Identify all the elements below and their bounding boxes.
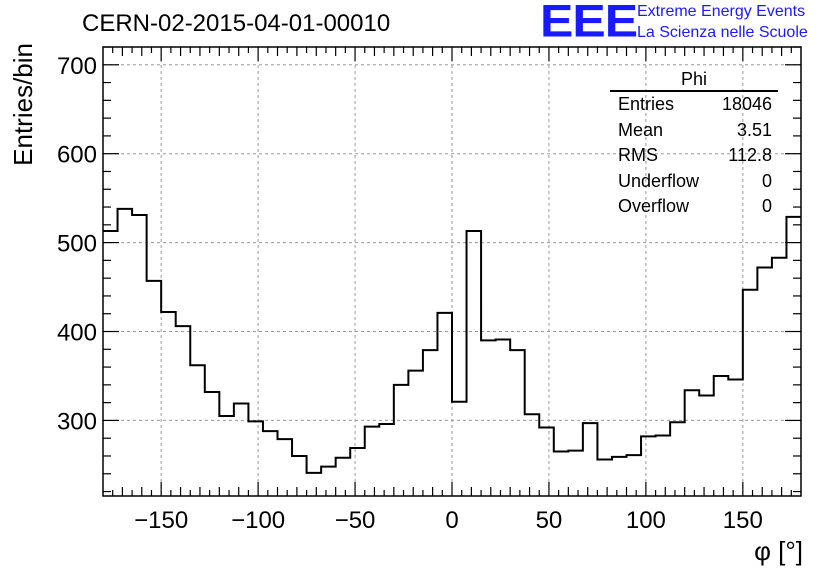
stats-row: Overflow 0 xyxy=(610,194,778,220)
stats-box: Phi Entries 18046 Mean 3.51 RMS 112.8 Under… xyxy=(610,69,778,220)
grid-lines xyxy=(103,47,801,496)
x-tick-label: −50 xyxy=(335,507,376,534)
stats-value: 0 xyxy=(761,170,772,191)
y-tick-label: 300 xyxy=(57,408,97,435)
axis-ticks xyxy=(103,46,801,496)
stats-label: RMS xyxy=(618,145,658,165)
x-tick-label: −100 xyxy=(231,507,285,534)
run-title: CERN-02-2015-04-01-00010 xyxy=(82,10,391,37)
x-tick-label: 0 xyxy=(445,507,458,534)
stats-label: Overflow xyxy=(618,196,690,216)
stats-label: Entries xyxy=(618,94,675,114)
y-tick-label: 500 xyxy=(57,231,97,258)
stats-label: Mean xyxy=(618,119,664,140)
x-axis-label: φ [°] xyxy=(754,536,803,566)
plot-frame xyxy=(102,46,802,497)
stats-row: Mean 3.51 xyxy=(610,118,778,144)
x-tick-label: 100 xyxy=(626,507,666,534)
logo-line-2: La Scienza nelle Scuole xyxy=(637,24,808,41)
y-tick-labels: 300 400 500 600 700 xyxy=(57,53,97,436)
stats-row: Entries 18046 xyxy=(610,92,778,118)
x-tick-label: 50 xyxy=(536,507,563,534)
stats-value: 18046 xyxy=(721,94,772,114)
logo-line-1: Extreme Energy Events xyxy=(637,3,806,20)
y-tick-label: 700 xyxy=(57,53,97,80)
x-tick-label: −150 xyxy=(134,507,188,534)
stats-value: 3.51 xyxy=(736,119,772,140)
stats-value: 0 xyxy=(761,196,772,216)
eee-logo: EEE xyxy=(540,0,638,47)
stats-row: Underflow 0 xyxy=(610,169,778,195)
x-tick-label: 150 xyxy=(723,507,763,534)
y-tick-label: 400 xyxy=(57,320,97,347)
y-tick-label: 600 xyxy=(57,142,97,169)
stats-title: Phi xyxy=(610,69,778,92)
y-axis-label: Entries/bin xyxy=(8,43,38,166)
stats-label: Underflow xyxy=(618,170,700,191)
stats-value: 112.8 xyxy=(728,145,772,165)
stats-row: RMS 112.8 xyxy=(610,143,778,169)
x-tick-labels: −150 −100 −50 0 50 100 150 xyxy=(134,507,763,534)
histogram-line xyxy=(103,207,801,474)
